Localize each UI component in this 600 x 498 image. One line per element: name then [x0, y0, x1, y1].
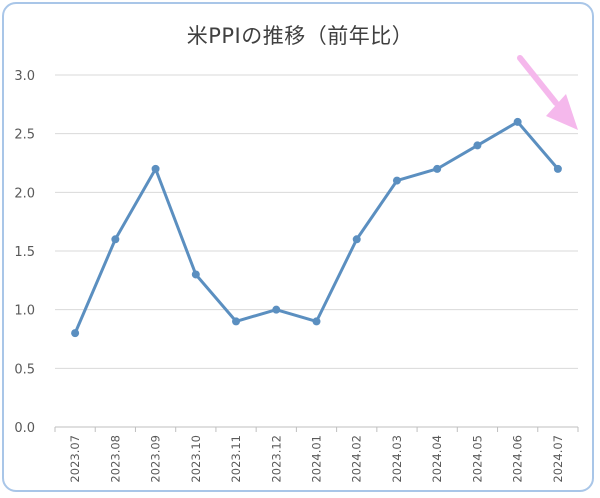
x-tick-label: 2024.06 [511, 435, 525, 483]
data-point [553, 164, 562, 173]
annotation-layer [517, 55, 578, 130]
arrow-shaft [517, 55, 559, 106]
data-point [272, 305, 281, 314]
data-point [433, 164, 442, 173]
y-tick-label: 1.5 [14, 245, 35, 260]
data-point [513, 117, 522, 126]
x-tick-label: 2024.03 [390, 435, 404, 483]
x-tick-label: 2023.10 [189, 435, 203, 483]
gridlines [54, 74, 579, 432]
y-tick-label: 3.0 [14, 69, 35, 84]
chart-title: 米PPIの推移（前年比） [186, 24, 414, 48]
data-point [151, 164, 160, 173]
x-tick-label: 2024.01 [310, 435, 324, 483]
y-tick-label: 1.0 [14, 304, 35, 319]
data-point [232, 317, 241, 326]
y-tick-label: 2.0 [14, 186, 35, 201]
series-layer [71, 117, 562, 338]
data-point [71, 329, 80, 338]
x-tick-labels: 2023.07 2023.08 2023.09 2023.10 2023.11 2023.… [68, 435, 565, 483]
data-point [352, 235, 361, 244]
y-tick-labels: 0.0 0.5 1.0 1.5 2.0 2.5 3.0 [14, 69, 35, 436]
series-line [73, 120, 560, 334]
x-tick-label: 2024.04 [430, 435, 444, 483]
y-tick-label: 0.5 [14, 362, 35, 377]
chart-frame [2, 2, 594, 492]
data-point [312, 317, 321, 326]
data-point [191, 270, 200, 279]
x-tick-label: 2023.09 [149, 435, 163, 483]
x-tick-label: 2023.07 [68, 435, 82, 483]
x-tick-label: 2023.12 [269, 435, 283, 483]
x-tick-label: 2024.07 [551, 435, 565, 483]
data-point [392, 176, 401, 185]
pink-down-right-arrow-icon [546, 94, 578, 130]
x-tick-label: 2023.11 [229, 435, 243, 483]
data-point [111, 235, 120, 244]
x-tick-label: 2023.08 [108, 435, 122, 483]
x-tick-label: 2024.05 [470, 435, 484, 483]
data-point [473, 141, 482, 150]
y-tick-label: 0.0 [14, 421, 35, 436]
y-tick-label: 2.5 [14, 128, 35, 143]
x-tick-label: 2024.02 [350, 435, 364, 483]
